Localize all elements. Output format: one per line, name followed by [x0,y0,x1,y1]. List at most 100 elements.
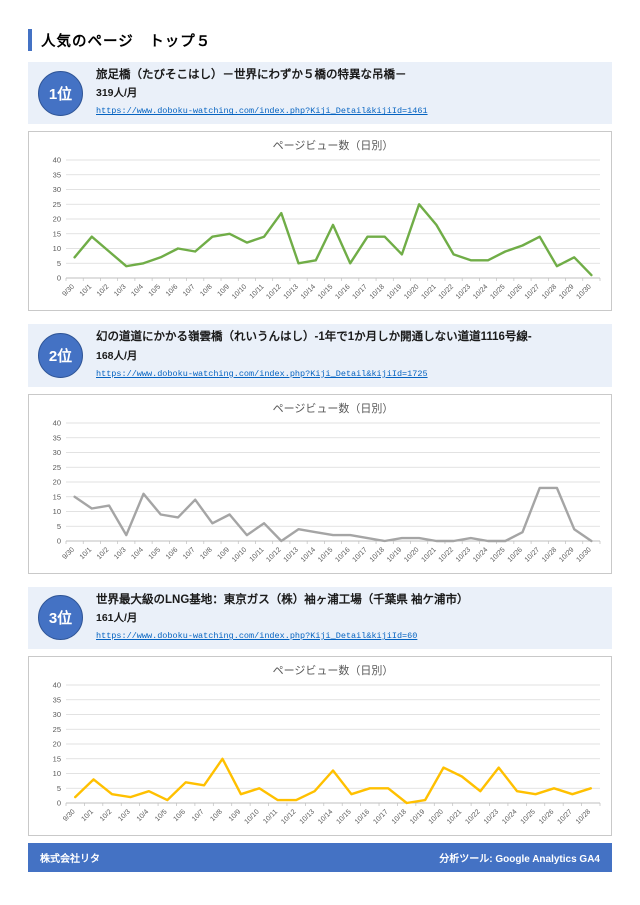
y-axis-label: 35 [53,171,61,180]
x-axis-label: 10/12 [265,284,282,301]
x-axis-label: 10/10 [231,284,248,301]
x-axis-label: 10/15 [317,546,334,563]
page-url-link[interactable]: https://www.doboku-watching.com/index.ph… [96,631,418,642]
series-line [74,757,592,805]
x-axis-label: 10/19 [409,809,426,826]
x-axis-label: 10/8 [199,546,214,561]
x-axis-label: 10/24 [472,546,489,563]
page-url-link[interactable]: https://www.doboku-watching.com/index.ph… [96,368,428,379]
page-entry-title: 旅足橋（たびそこはし）－世界にわずか５橋の特異な吊橋－ [96,69,407,81]
y-axis-label: 35 [53,433,61,442]
x-axis-label: 10/5 [148,546,163,561]
x-axis-label: 10/8 [199,284,214,299]
title-accent-bar [28,29,32,51]
x-axis-label: 10/28 [541,546,558,563]
x-axis-label: 10/21 [420,546,437,563]
x-axis-label: 10/15 [335,809,352,826]
x-axis-label: 10/11 [262,809,279,826]
y-axis-label: 30 [53,710,61,719]
x-axis-label: 10/6 [165,284,180,299]
x-axis-label: 10/24 [472,284,489,301]
page-title: 人気のページ トップ５ [28,28,612,52]
rank-info-3: 世界最大級のLNG基地：東京ガス（株）袖ヶ浦工場（千葉県 袖ケ浦市） 161人/… [96,593,602,643]
x-axis-label: 10/27 [524,284,541,301]
x-axis-label: 10/29 [558,546,575,563]
x-axis-label: 10/18 [369,546,386,563]
x-axis-label: 10/23 [455,546,472,563]
footer-analytics-tool: 分析ツール: Google Analytics GA4 [439,854,600,865]
y-axis-label: 15 [53,230,61,239]
x-axis-label: 10/1 [80,809,95,824]
x-axis-label: 10/4 [136,809,151,824]
chart-card-1: ページビュー数（日別） 0 5 10 15 20 25 30 35 40 9/30 10/1 10/2 1… [28,131,612,312]
x-axis-label: 10/13 [283,284,300,301]
x-axis-label: 10/27 [556,809,573,826]
x-axis-label: 10/9 [228,809,243,824]
x-axis-label: 10/16 [354,809,371,826]
y-axis-label: 15 [53,754,61,763]
x-axis-label: 10/22 [438,546,455,563]
rank-badge-label: 2位 [48,348,73,366]
y-axis-label: 40 [53,681,61,690]
series-line [73,486,593,542]
page-entry-title: 幻の道道にかかる嶺雲橋（れいうんはし）-1年で1か月しか開通しない道道1116号… [96,331,532,344]
chart-title: ページビュー数（日別） [273,664,394,677]
x-axis-label: 10/8 [209,809,224,824]
monthly-views: 319人/月 [96,87,138,100]
x-axis-label: 10/30 [575,546,592,563]
y-axis-label: 0 [57,799,61,808]
x-axis-label: 10/23 [483,809,500,826]
series-line [73,203,593,277]
y-axis-label: 40 [53,418,61,427]
y-axis-label: 0 [57,536,61,545]
y-axis-label: 20 [53,477,61,486]
x-axis-label: 9/30 [61,284,76,299]
y-axis-label: 40 [53,156,61,165]
chart-card-3: ページビュー数（日別） 0 5 10 15 20 25 30 35 40 9/30 10/1 10/2 1… [28,656,612,837]
x-axis-label: 10/3 [113,546,128,561]
x-axis-label: 10/26 [538,809,555,826]
y-axis-label: 0 [57,274,61,283]
x-axis-label: 10/17 [352,284,369,301]
x-axis-label: 10/17 [352,546,369,563]
x-axis-label: 10/13 [283,546,300,563]
rank-card-1: 1位 旅足橋（たびそこはし）－世界にわずか５橋の特異な吊橋－ 319人/月 ht… [28,62,612,125]
x-axis-label: 10/4 [130,546,145,561]
x-axis-label: 10/14 [300,546,317,563]
x-axis-label: 10/13 [299,809,316,826]
rank-section-2: 2位 幻の道道にかかる嶺雲橋（れいうんはし）-1年で1か月しか開通しない道道11… [28,324,612,574]
x-axis-label: 10/4 [130,284,145,299]
x-axis-label: 10/25 [489,546,506,563]
x-axis-label: 10/7 [182,546,197,561]
x-axis-label: 10/20 [428,809,445,826]
y-axis-label: 10 [53,507,61,516]
x-axis-label: 10/9 [216,546,231,561]
page-title-text: 人気のページ トップ５ [41,33,212,50]
rank-badge-label: 1位 [48,85,73,103]
x-axis-label: 10/6 [165,546,180,561]
x-axis-label: 10/14 [317,809,334,826]
footer-company: 株式会社リタ [40,854,100,865]
x-axis-label: 10/16 [334,284,351,301]
x-axis-label: 10/24 [501,809,518,826]
x-axis-label: 10/10 [243,809,260,826]
monthly-views: 161人/月 [96,612,138,625]
y-axis-label: 5 [57,259,61,268]
monthly-views: 168人/月 [96,349,138,362]
x-axis-label: 10/20 [403,546,420,563]
x-axis-label: 10/5 [148,284,163,299]
x-axis-label: 10/2 [96,546,111,561]
x-axis-label: 10/9 [216,284,231,299]
x-axis-label: 10/3 [117,809,132,824]
page-url-link[interactable]: https://www.doboku-watching.com/index.ph… [96,106,428,117]
x-axis-label: 10/30 [575,284,592,301]
x-axis-label: 10/6 [173,809,188,824]
x-axis-label: 10/11 [249,284,266,301]
y-axis-label: 10 [53,244,61,253]
x-axis-label: 10/26 [507,284,524,301]
y-axis-label: 20 [53,215,61,224]
x-axis-label: 10/1 [79,546,94,561]
